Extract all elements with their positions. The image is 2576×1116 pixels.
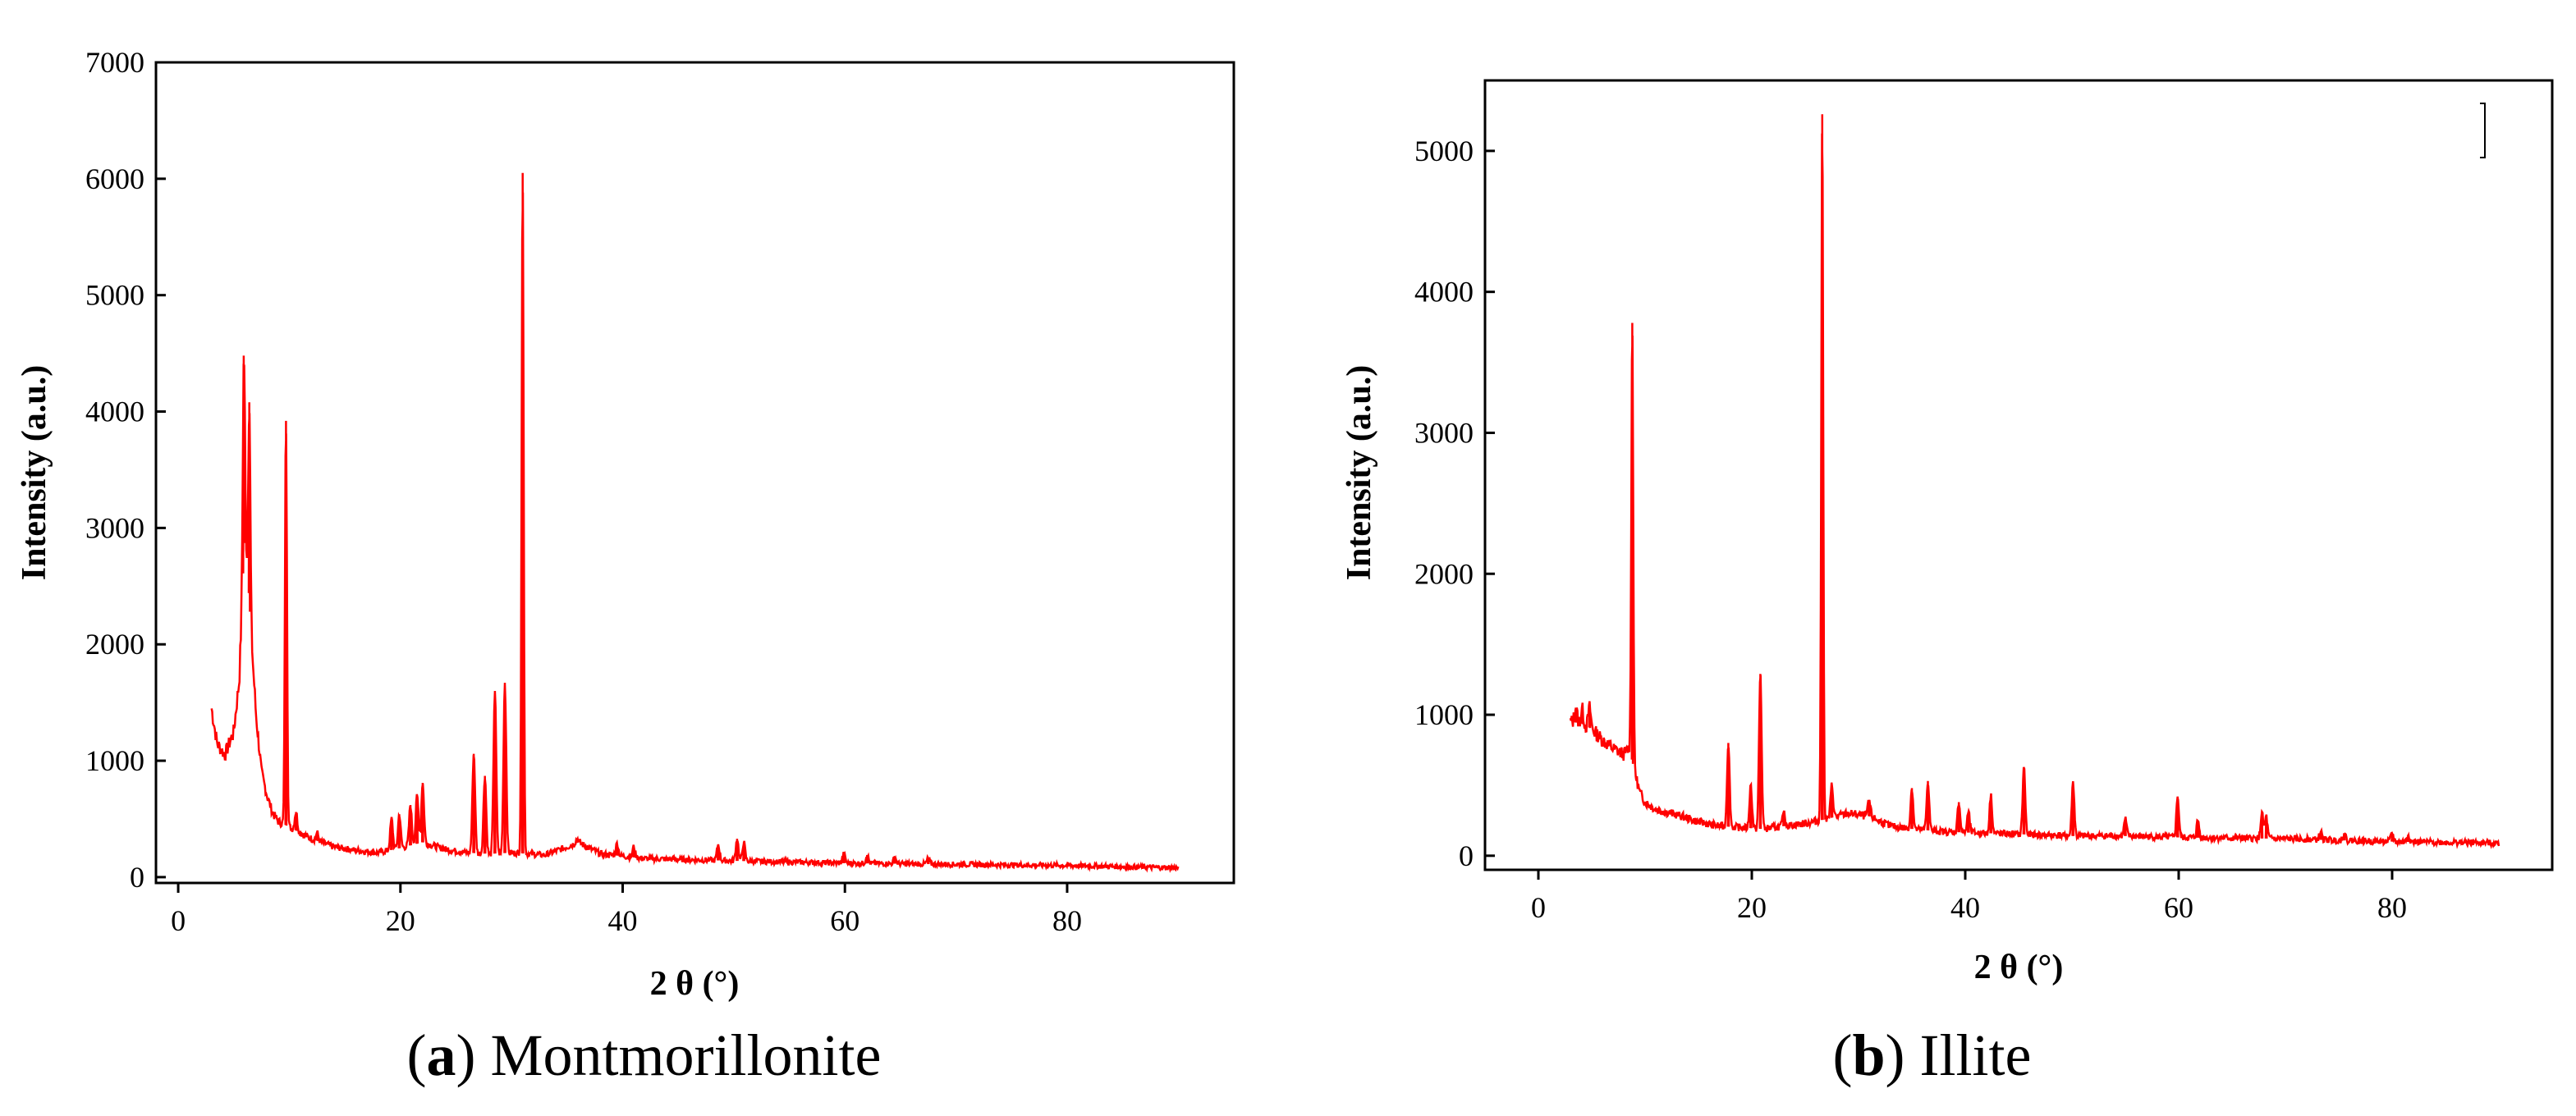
y-tick-label: 0	[130, 861, 144, 894]
y-tick-label: 1000	[1414, 698, 1474, 731]
y-axis-title: Intensity (a.u.)	[1341, 365, 1378, 581]
caption-letter: a	[426, 1022, 456, 1088]
x-tick-label: 40	[608, 904, 638, 937]
x-tick-label: 0	[171, 904, 186, 937]
x-tick-label: 80	[2377, 891, 2407, 924]
x-tick-label: 40	[1950, 891, 1980, 924]
diffraction-pattern-line	[210, 172, 1180, 873]
x-axis-title: 2 θ (°)	[1974, 949, 2064, 986]
plot-frame	[154, 61, 1235, 885]
plot-frame	[1483, 79, 2554, 871]
y-tick-label: 6000	[85, 162, 144, 195]
panel-illite: 0 1000 2000 3000 4000 5000 0 20 40 60 80 2 θ (°) …	[1288, 0, 2576, 1116]
y-tick-label: 3000	[85, 511, 144, 544]
x-tick-label: 60	[830, 904, 859, 937]
y-tick-label: 4000	[1414, 276, 1474, 309]
y-tick-label: 4000	[85, 396, 144, 428]
diffraction-pattern-line	[1569, 114, 2500, 849]
x-tick-label: 60	[2164, 891, 2193, 924]
y-tick-label: 5000	[1414, 135, 1474, 167]
corner-bracket-mark	[2480, 103, 2486, 158]
y-tick-label: 5000	[85, 279, 144, 312]
x-tick-label: 80	[1052, 904, 1082, 937]
caption-letter: b	[1852, 1022, 1886, 1088]
caption-illite: (b) Illite	[1832, 1022, 2032, 1088]
y-axis-title: Intensity (a.u.)	[16, 365, 53, 581]
x-tick-label: 0	[1531, 891, 1546, 924]
caption-name: Illite	[1919, 1022, 2032, 1088]
y-tick-label: 2000	[1414, 557, 1474, 590]
y-tick-label: 1000	[85, 744, 144, 777]
caption-name: Montmorillonite	[490, 1022, 882, 1088]
y-tick-label: 0	[1459, 839, 1474, 872]
y-tick-label: 3000	[1414, 416, 1474, 449]
y-tick-label: 2000	[85, 628, 144, 661]
x-tick-label: 20	[386, 904, 415, 937]
x-axis-title: 2 θ (°)	[650, 965, 740, 1003]
caption-montmorillonite: (a) Montmorillonite	[406, 1022, 882, 1088]
x-tick-label: 20	[1737, 891, 1767, 924]
y-tick-label: 7000	[85, 46, 144, 79]
panel-montmorillonite: 0 1000 2000 3000 4000 5000 6000 7000 0 20 40 60 80 …	[16, 46, 1235, 1088]
